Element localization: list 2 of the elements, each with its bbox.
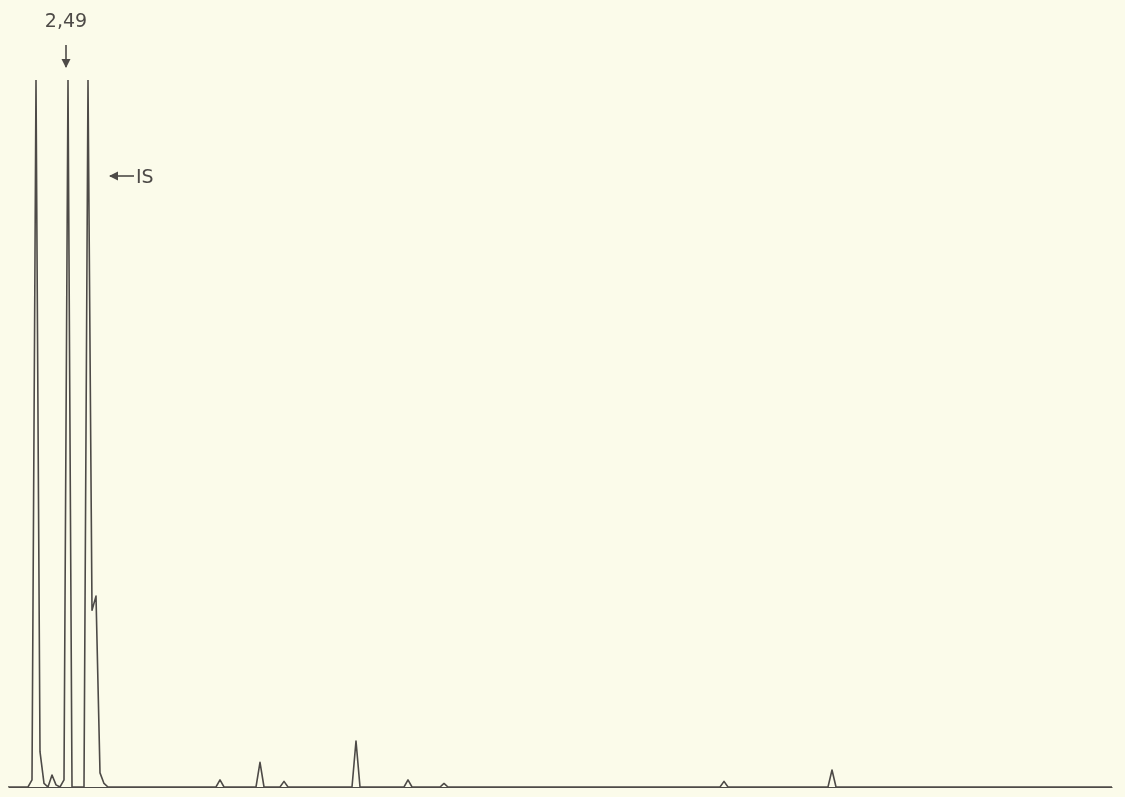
text: 2,49 [44, 9, 88, 31]
annotation: IS [136, 165, 154, 187]
